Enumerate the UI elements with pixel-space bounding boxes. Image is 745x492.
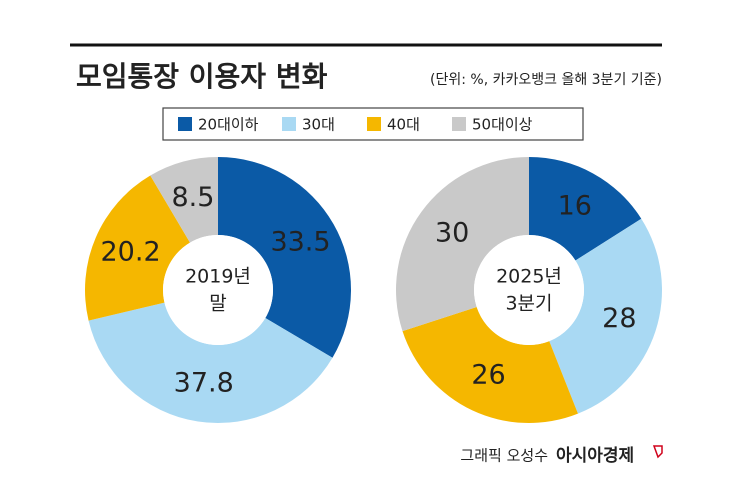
source: 아시아경제 xyxy=(556,446,634,466)
pie-slice xyxy=(218,157,352,358)
center-label: 2025년 xyxy=(496,266,562,288)
legend-label: 40대 xyxy=(387,116,420,134)
legend: 20대이하 30대 40대 50대이상 xyxy=(178,116,533,134)
value-label: 26 xyxy=(471,359,505,390)
legend-swatch xyxy=(367,117,381,131)
value-label: 8.5 xyxy=(171,182,214,213)
legend-swatch xyxy=(452,117,466,131)
value-label: 37.8 xyxy=(174,367,234,398)
legend-label: 20대이하 xyxy=(198,116,259,134)
legend-label: 50대이상 xyxy=(472,116,533,134)
pie-slice xyxy=(88,302,333,424)
center-label: 말 xyxy=(209,293,226,315)
center-label: 2019년 xyxy=(185,266,251,288)
pie-slice xyxy=(150,157,218,243)
value-label: 16 xyxy=(558,190,592,221)
chart-subtitle: (단위: %, 카카오뱅크 올해 3분기 기준) xyxy=(430,72,662,88)
value-label: 33.5 xyxy=(270,226,330,257)
center-label: 3분기 xyxy=(505,293,552,315)
legend-swatch xyxy=(178,117,192,131)
pie-slice xyxy=(529,157,642,261)
pie-slice xyxy=(549,218,662,414)
source-logo xyxy=(652,445,663,459)
value-label: 20.2 xyxy=(101,236,161,267)
credit: 그래픽 오성수 xyxy=(460,447,548,465)
legend-swatch xyxy=(282,117,296,131)
value-label: 28 xyxy=(602,303,636,334)
donut-hole xyxy=(163,235,273,345)
legend-label: 30대 xyxy=(302,116,335,134)
pie-slice xyxy=(84,175,191,321)
chart-title: 모임통장 이용자 변화 xyxy=(76,60,328,93)
pie-slice xyxy=(402,306,578,423)
value-label: 30 xyxy=(435,218,469,249)
donut-hole xyxy=(474,235,584,345)
pie-slice xyxy=(396,157,529,332)
